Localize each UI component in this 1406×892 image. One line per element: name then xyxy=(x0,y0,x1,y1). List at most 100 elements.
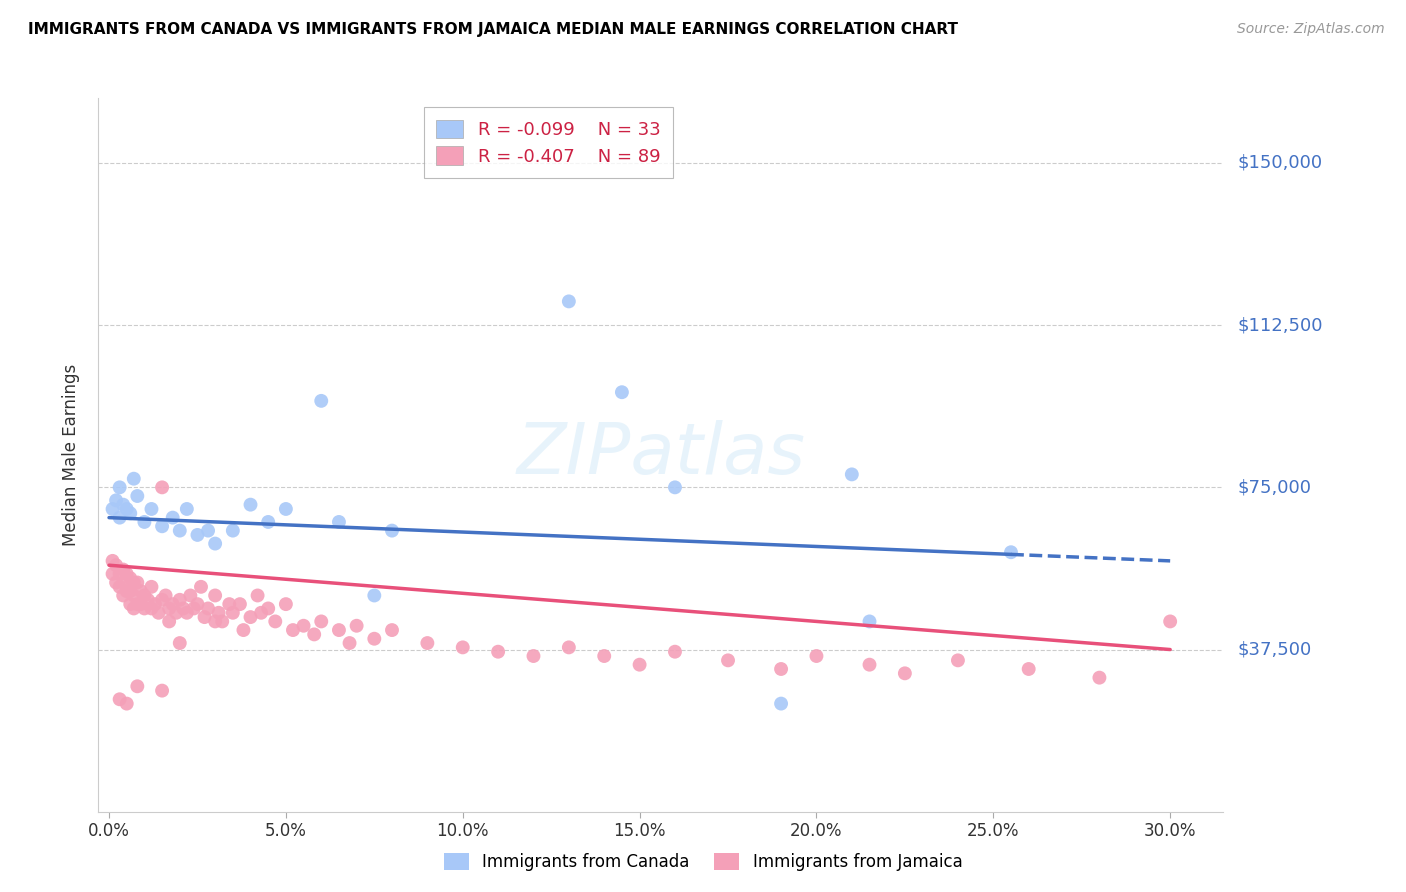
Point xyxy=(1000,545,1022,559)
Point xyxy=(628,657,651,672)
Point xyxy=(108,580,131,594)
Point xyxy=(257,515,280,529)
Point xyxy=(858,657,880,672)
Point xyxy=(204,536,226,550)
Point xyxy=(183,601,205,615)
Point xyxy=(416,636,439,650)
Point xyxy=(134,601,156,615)
Text: IMMIGRANTS FROM CANADA VS IMMIGRANTS FROM JAMAICA MEDIAN MALE EARNINGS CORRELATI: IMMIGRANTS FROM CANADA VS IMMIGRANTS FRO… xyxy=(28,22,957,37)
Point xyxy=(150,480,173,494)
Point xyxy=(136,592,159,607)
Point xyxy=(157,601,180,615)
Point xyxy=(122,589,145,603)
Point xyxy=(664,645,686,659)
Point xyxy=(179,589,201,603)
Legend: R = -0.099    N = 33, R = -0.407    N = 89: R = -0.099 N = 33, R = -0.407 N = 89 xyxy=(423,107,673,178)
Point xyxy=(115,566,138,581)
Point xyxy=(250,606,273,620)
Point xyxy=(222,606,245,620)
Point xyxy=(239,498,262,512)
Point xyxy=(292,619,315,633)
Point xyxy=(169,524,191,538)
Point xyxy=(858,615,880,629)
Point xyxy=(558,294,581,309)
Point xyxy=(264,615,287,629)
Point xyxy=(127,597,149,611)
Point xyxy=(165,606,187,620)
Point xyxy=(229,597,252,611)
Point xyxy=(141,502,163,516)
Point xyxy=(115,697,138,711)
Point xyxy=(339,636,361,650)
Point xyxy=(274,597,297,611)
Point xyxy=(451,640,474,655)
Point xyxy=(112,562,135,576)
Point xyxy=(127,489,149,503)
Point xyxy=(222,524,245,538)
Point xyxy=(101,502,124,516)
Point xyxy=(309,615,332,629)
Point xyxy=(134,589,156,603)
Point xyxy=(770,697,793,711)
Point xyxy=(108,566,131,581)
Point xyxy=(150,683,173,698)
Point xyxy=(148,606,170,620)
Legend: Immigrants from Canada, Immigrants from Jamaica: Immigrants from Canada, Immigrants from … xyxy=(436,845,970,880)
Point xyxy=(155,589,177,603)
Point xyxy=(328,515,350,529)
Point xyxy=(486,645,509,659)
Text: ZIPatlas: ZIPatlas xyxy=(516,420,806,490)
Point xyxy=(150,592,173,607)
Point xyxy=(108,480,131,494)
Point xyxy=(186,528,208,542)
Point xyxy=(218,597,240,611)
Point xyxy=(122,601,145,615)
Point xyxy=(522,648,544,663)
Point xyxy=(141,601,163,615)
Point xyxy=(281,623,304,637)
Point xyxy=(193,610,215,624)
Point xyxy=(143,597,166,611)
Point xyxy=(115,502,138,516)
Point xyxy=(112,589,135,603)
Point xyxy=(346,619,368,633)
Point xyxy=(363,632,385,646)
Point xyxy=(664,480,686,494)
Point xyxy=(363,589,385,603)
Point xyxy=(120,571,142,585)
Point xyxy=(309,393,332,408)
Point xyxy=(108,510,131,524)
Point xyxy=(274,502,297,516)
Point xyxy=(169,636,191,650)
Point xyxy=(204,589,226,603)
Point xyxy=(211,615,233,629)
Point xyxy=(129,584,152,599)
Point xyxy=(122,472,145,486)
Point xyxy=(208,606,231,620)
Text: $75,000: $75,000 xyxy=(1237,478,1312,496)
Point xyxy=(1018,662,1040,676)
Point xyxy=(593,648,616,663)
Point xyxy=(127,575,149,590)
Point xyxy=(150,519,173,533)
Point xyxy=(1159,615,1181,629)
Point xyxy=(129,597,152,611)
Point xyxy=(381,623,404,637)
Point xyxy=(112,498,135,512)
Point xyxy=(239,610,262,624)
Point xyxy=(197,601,219,615)
Point xyxy=(841,467,863,482)
Point xyxy=(176,502,198,516)
Point xyxy=(257,601,280,615)
Text: Source: ZipAtlas.com: Source: ZipAtlas.com xyxy=(1237,22,1385,37)
Y-axis label: Median Male Earnings: Median Male Earnings xyxy=(62,364,80,546)
Point xyxy=(112,575,135,590)
Point xyxy=(122,575,145,590)
Point xyxy=(120,597,142,611)
Point xyxy=(770,662,793,676)
Point xyxy=(190,580,212,594)
Point xyxy=(302,627,325,641)
Point xyxy=(134,515,156,529)
Point xyxy=(162,510,184,524)
Point xyxy=(232,623,254,637)
